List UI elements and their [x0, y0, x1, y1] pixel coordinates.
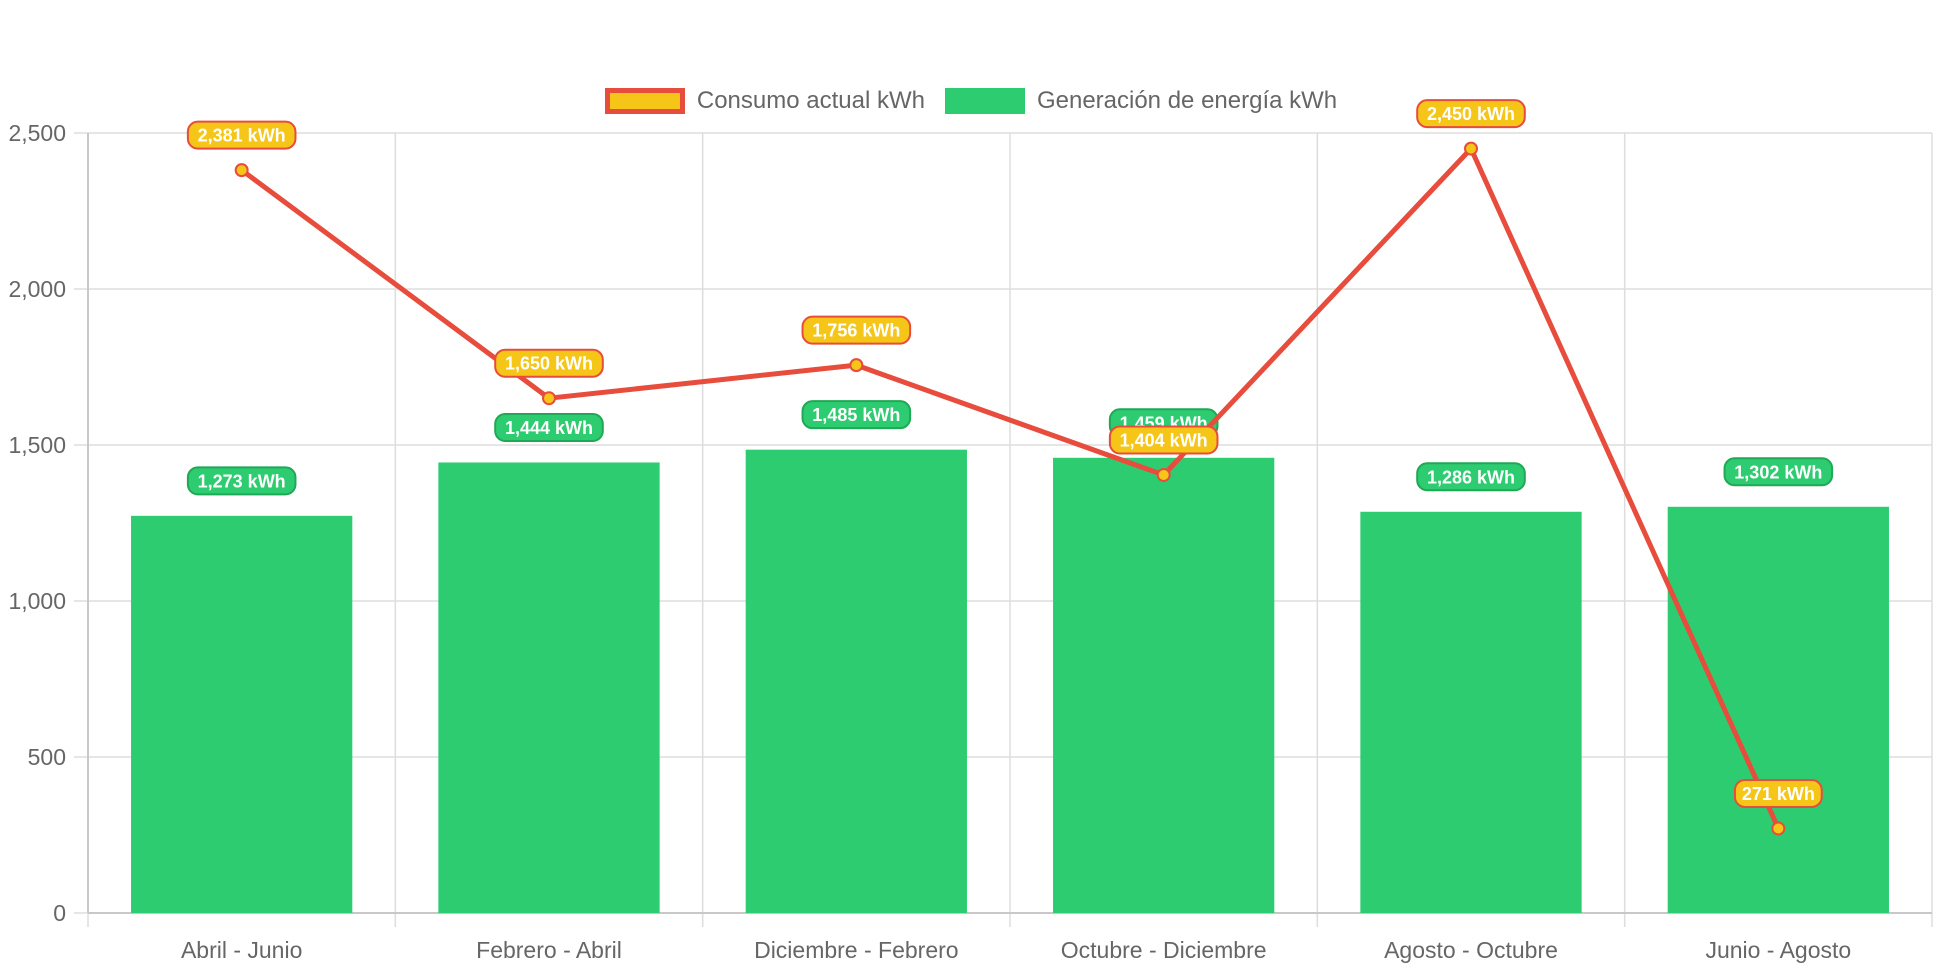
line-point — [1464, 141, 1478, 156]
line-data-label-bg — [186, 120, 297, 150]
line-data-label: 2,381 kWh — [198, 126, 286, 146]
line-data-label-bg — [801, 315, 912, 345]
x-tick-label: Febrero - Abril — [476, 937, 622, 963]
legend: Consumo actual kWh Generación de energía… — [0, 84, 1942, 118]
bar — [438, 462, 660, 913]
bar — [1667, 506, 1889, 913]
line-data-label: 1,650 kWh — [505, 354, 593, 374]
legend-label-consumo: Consumo actual kWh — [696, 87, 925, 114]
line-data-label-bg — [1733, 778, 1823, 808]
bar-data-label: 1,485 kWh — [812, 405, 900, 425]
x-tick-label: Agosto - Octubre — [1384, 937, 1558, 963]
legend-swatch-line — [604, 88, 685, 114]
bar-data-label-bg — [801, 400, 912, 430]
line-data-label: 2,450 kWh — [1427, 104, 1515, 124]
y-tick-label: 0 — [53, 900, 66, 926]
y-tick-label: 2,000 — [8, 276, 66, 302]
line-point — [1771, 821, 1786, 836]
x-tick-label: Abril - Junio — [181, 937, 302, 963]
x-tick-label: Diciembre - Febrero — [754, 937, 959, 963]
bar-data-label-bg — [186, 466, 297, 496]
line-data-label: 271 kWh — [1742, 784, 1815, 804]
legend-item-generacion[interactable]: Generación de energía kWh — [944, 87, 1338, 115]
bar-data-label-bg — [494, 412, 604, 442]
bar-data-label-bg — [1416, 462, 1526, 492]
bar — [1053, 457, 1275, 913]
line-point — [849, 358, 864, 373]
line-data-label-bg — [1108, 425, 1219, 455]
legend-swatch-bar — [944, 88, 1025, 114]
y-tick-label: 2,500 — [8, 120, 66, 146]
bar-data-label: 1,302 kWh — [1734, 462, 1822, 482]
bar-data-label: 1,286 kWh — [1427, 467, 1515, 487]
bar — [1360, 511, 1582, 913]
bar — [131, 515, 353, 913]
bar-data-label-bg — [1723, 457, 1834, 487]
line-data-label: 1,756 kWh — [812, 321, 900, 341]
x-tick-label: Octubre - Diciembre — [1061, 937, 1267, 963]
y-tick-label: 1,500 — [8, 432, 66, 458]
legend-label-generacion: Generación de energía kWh — [1036, 87, 1338, 114]
line-data-label-bg — [1416, 99, 1526, 129]
x-tick-label: Junio - Agosto — [1705, 937, 1851, 963]
bar-data-label: 1,273 kWh — [198, 471, 286, 491]
legend-item-consumo[interactable]: Consumo actual kWh — [604, 87, 925, 115]
line-data-label: 1,404 kWh — [1120, 430, 1208, 450]
line-point — [234, 163, 249, 178]
bar — [745, 449, 967, 913]
bar-data-label: 1,444 kWh — [505, 418, 593, 438]
y-tick-label: 1,000 — [8, 588, 66, 614]
line-data-label-bg — [494, 348, 604, 378]
line-point — [542, 391, 556, 406]
line-point — [1156, 467, 1171, 482]
y-tick-label: 500 — [28, 744, 66, 770]
